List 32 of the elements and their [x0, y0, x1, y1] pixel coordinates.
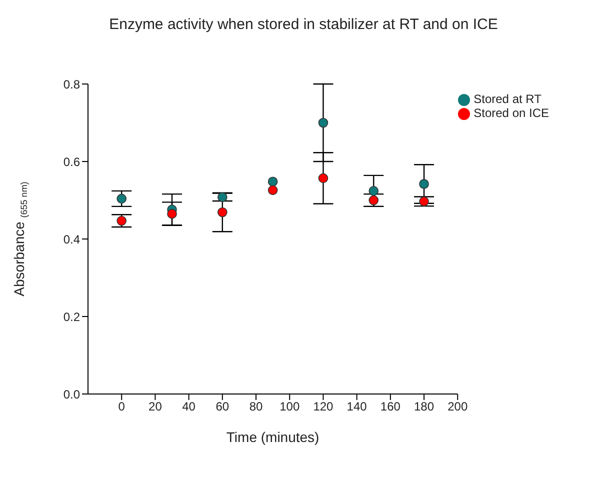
x-tick-label: 140 [346, 400, 368, 414]
point [368, 186, 379, 196]
x-tick-label: 100 [280, 400, 300, 414]
point [268, 176, 278, 187]
x-tick-label: 160 [380, 400, 401, 414]
x-tick-label: 180 [414, 400, 434, 414]
x-axis-title: Time (minutes) [226, 429, 320, 445]
point [419, 179, 429, 189]
point [419, 196, 429, 206]
point [116, 194, 127, 204]
legend-label: Stored on ICE [474, 106, 549, 120]
y-tick-label: 0.6 [63, 154, 80, 169]
point [217, 207, 228, 218]
x-tick-label: 200 [448, 400, 468, 414]
point [217, 192, 228, 202]
point [268, 185, 278, 196]
point [318, 118, 328, 128]
x-tick-label: 60 [216, 400, 230, 414]
y-tick-label: 0.2 [63, 310, 80, 324]
x-tick-label: 120 [313, 400, 334, 414]
point [116, 216, 127, 226]
y-tick-label: 0.4 [63, 232, 80, 246]
x-tick-label: 40 [182, 400, 196, 414]
x-tick-label: 80 [249, 400, 264, 414]
legend-label: Stored at RT [474, 92, 542, 106]
x-tick-label: 20 [148, 400, 162, 414]
chart-title: Enzyme activity when stored in stabilizer at RT and on ICE [108, 16, 499, 33]
y-tick-label: 0.0 [63, 387, 80, 402]
x-tick-label: 0 [118, 400, 126, 414]
point [318, 173, 328, 184]
y-tick-label: 0.8 [63, 77, 80, 92]
point [167, 208, 177, 219]
